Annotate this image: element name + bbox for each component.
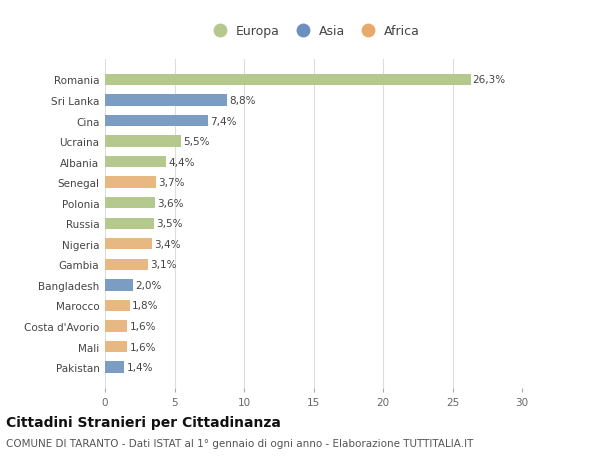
Bar [105,259,148,270]
Text: 2,0%: 2,0% [135,280,161,290]
Bar [105,218,154,230]
Text: 1,4%: 1,4% [127,362,153,372]
Text: 5,5%: 5,5% [184,137,210,147]
Text: COMUNE DI TARANTO - Dati ISTAT al 1° gennaio di ogni anno - Elaborazione TUTTITA: COMUNE DI TARANTO - Dati ISTAT al 1° gen… [6,438,473,448]
Bar [105,157,166,168]
Legend: Europa, Asia, Africa: Europa, Asia, Africa [202,20,425,43]
Bar [105,239,152,250]
Bar [105,75,470,86]
Bar [105,136,181,147]
Text: 1,6%: 1,6% [130,342,156,352]
Text: 7,4%: 7,4% [210,116,236,126]
Text: 3,7%: 3,7% [158,178,185,188]
Text: 1,8%: 1,8% [132,301,158,311]
Text: 26,3%: 26,3% [473,75,506,85]
Text: Cittadini Stranieri per Cittadinanza: Cittadini Stranieri per Cittadinanza [6,415,281,429]
Text: 3,1%: 3,1% [150,260,176,270]
Bar [105,198,155,209]
Bar [105,95,227,106]
Bar [105,362,124,373]
Text: 3,5%: 3,5% [156,219,182,229]
Bar [105,321,127,332]
Text: 3,4%: 3,4% [154,239,181,249]
Bar [105,341,127,353]
Bar [105,177,157,188]
Bar [105,116,208,127]
Text: 4,4%: 4,4% [168,157,195,167]
Bar [105,280,133,291]
Text: 8,8%: 8,8% [229,96,256,106]
Text: 3,6%: 3,6% [157,198,184,208]
Text: 1,6%: 1,6% [130,321,156,331]
Bar [105,300,130,311]
